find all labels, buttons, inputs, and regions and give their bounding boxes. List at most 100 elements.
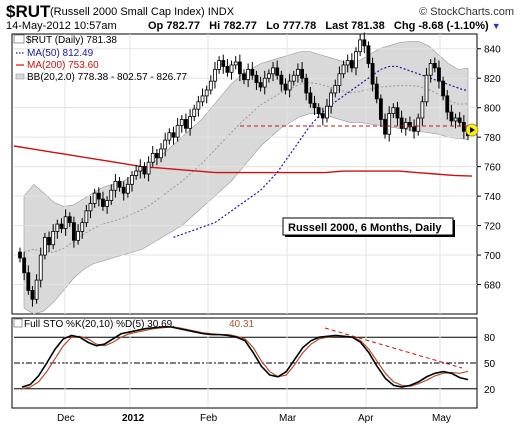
legend-ma200: MA(200) 753.60 bbox=[27, 60, 99, 71]
price-bar-body bbox=[184, 119, 188, 129]
ma50-path bbox=[173, 65, 468, 238]
price-bar-body bbox=[179, 119, 184, 126]
price-bar-body bbox=[420, 101, 425, 119]
month-label: May bbox=[432, 413, 451, 424]
price-bar-body bbox=[121, 186, 126, 194]
legend-price: $RUT (Daily) 781.38 bbox=[26, 35, 117, 46]
price-bar-body bbox=[22, 257, 27, 274]
sto-levels bbox=[14, 320, 477, 406]
price-bar-body bbox=[30, 290, 35, 300]
sto-axis: 80 50 20 bbox=[484, 333, 496, 396]
price-tick-label: 840 bbox=[484, 45, 501, 56]
price-bar-body bbox=[175, 124, 180, 138]
ticker-symbol: $RUT bbox=[6, 2, 51, 21]
sto-tick-label: 20 bbox=[484, 385, 496, 396]
annotation-text: Russell 2000, 6 Months, Daily bbox=[288, 222, 442, 234]
bb-mid-line bbox=[23, 82, 469, 253]
price-bar-body bbox=[366, 45, 371, 64]
price-bar-body bbox=[188, 116, 192, 129]
price-bar-body bbox=[254, 74, 259, 84]
price-bar-body bbox=[445, 95, 450, 113]
price-bar-body bbox=[159, 148, 163, 159]
price-bar-body bbox=[225, 66, 230, 73]
price-bar-body bbox=[399, 117, 404, 129]
price-bar-body bbox=[428, 63, 433, 76]
ma200-line bbox=[13, 145, 473, 177]
legend-sto-d: 40.31 bbox=[229, 319, 254, 330]
price-bar-body bbox=[146, 161, 151, 175]
price-tick-label: 680 bbox=[484, 281, 501, 292]
price-bar-body bbox=[403, 122, 408, 129]
price-bar-body bbox=[101, 198, 105, 207]
price-bar-body bbox=[217, 60, 222, 70]
price-tick-label: 780 bbox=[484, 133, 501, 144]
price-bar-body bbox=[233, 61, 238, 66]
price-bar-body bbox=[138, 166, 143, 172]
price-bar-body bbox=[449, 111, 454, 122]
price-tick-label: 740 bbox=[484, 192, 501, 203]
price-bar-body bbox=[287, 80, 292, 91]
price-bar-body bbox=[150, 152, 155, 163]
down-triangle-icon: ▼ bbox=[491, 21, 501, 31]
price-bar-body bbox=[67, 216, 72, 224]
quote-datetime: 14-May-2012 10:57am bbox=[6, 20, 117, 32]
quote-values: Op 782.77 Hi 782.77 Lo 777.78 Last 781.3… bbox=[148, 20, 501, 32]
price-bar-body bbox=[262, 77, 267, 88]
price-bar-body bbox=[349, 60, 354, 69]
price-bar-body bbox=[283, 83, 288, 91]
price-bar-body bbox=[308, 92, 313, 104]
legend-sto: Full STO %K(20,10) %D(5) 30.69, bbox=[24, 319, 175, 330]
price-bar-body bbox=[96, 192, 101, 200]
price-bar-body bbox=[258, 82, 263, 88]
price-bar-body bbox=[250, 68, 255, 76]
price-bar-body bbox=[391, 107, 396, 114]
price-tick-label: 760 bbox=[484, 163, 501, 174]
price-bar-body bbox=[80, 222, 85, 232]
price-bar-body bbox=[416, 117, 421, 132]
price-bar-body bbox=[279, 74, 284, 85]
price-bar-body bbox=[395, 107, 400, 119]
price-bar-body bbox=[125, 183, 130, 194]
price-bar-body bbox=[291, 74, 296, 82]
price-bar-body bbox=[117, 180, 122, 188]
price-bar-body bbox=[38, 254, 43, 281]
sto-k-path bbox=[21, 326, 469, 388]
price-bar-body bbox=[320, 113, 325, 119]
price-bar-body bbox=[345, 60, 350, 66]
price-bar-body bbox=[325, 105, 329, 119]
price-bar-body bbox=[200, 95, 205, 103]
last-price-arrow-icon bbox=[470, 127, 475, 133]
month-label: Apr bbox=[358, 413, 374, 424]
price-bar-body bbox=[461, 122, 466, 132]
ma200-path bbox=[13, 145, 473, 177]
price-axis: 680 700 720 740 760 780 800 820 840 bbox=[477, 45, 501, 292]
price-bar-body bbox=[154, 152, 159, 159]
price-bar-body bbox=[242, 73, 246, 81]
price-bar-body bbox=[109, 189, 114, 201]
sto-legend: Full STO %K(20,10) %D(5) 30.69, 40.31 bbox=[13, 318, 254, 330]
price-bar-body bbox=[329, 92, 334, 107]
price-bar-body bbox=[408, 122, 412, 128]
price-bar-body bbox=[92, 192, 97, 204]
price-bar-body bbox=[221, 60, 226, 67]
price-bar-body bbox=[362, 39, 367, 47]
price-bar-body bbox=[229, 64, 234, 73]
legend-bb: BB(20,2.0) 778.38 - 802.57 - 826.77 bbox=[27, 72, 188, 83]
price-bar-body bbox=[63, 216, 68, 229]
ma50-line bbox=[173, 65, 468, 238]
price-bar-body bbox=[387, 113, 392, 135]
price-bar-body bbox=[47, 236, 51, 246]
date-axis-bottom: Dec 2012 Feb Mar Apr May bbox=[57, 413, 451, 424]
price-bar-body bbox=[300, 68, 304, 79]
price-bar-body bbox=[271, 67, 275, 75]
sto-trendline bbox=[324, 327, 463, 369]
price-bar-body bbox=[59, 223, 64, 229]
price-bar-body bbox=[432, 63, 437, 69]
sto-tick-label: 50 bbox=[484, 359, 496, 370]
price-bar-body bbox=[333, 85, 338, 94]
sto-d-path bbox=[21, 326, 469, 390]
legend-ma50: MA(50) 812.49 bbox=[27, 48, 94, 59]
price-bar-body bbox=[192, 108, 197, 117]
price-bar-body bbox=[337, 73, 342, 86]
price-tick-label: 720 bbox=[484, 222, 501, 233]
